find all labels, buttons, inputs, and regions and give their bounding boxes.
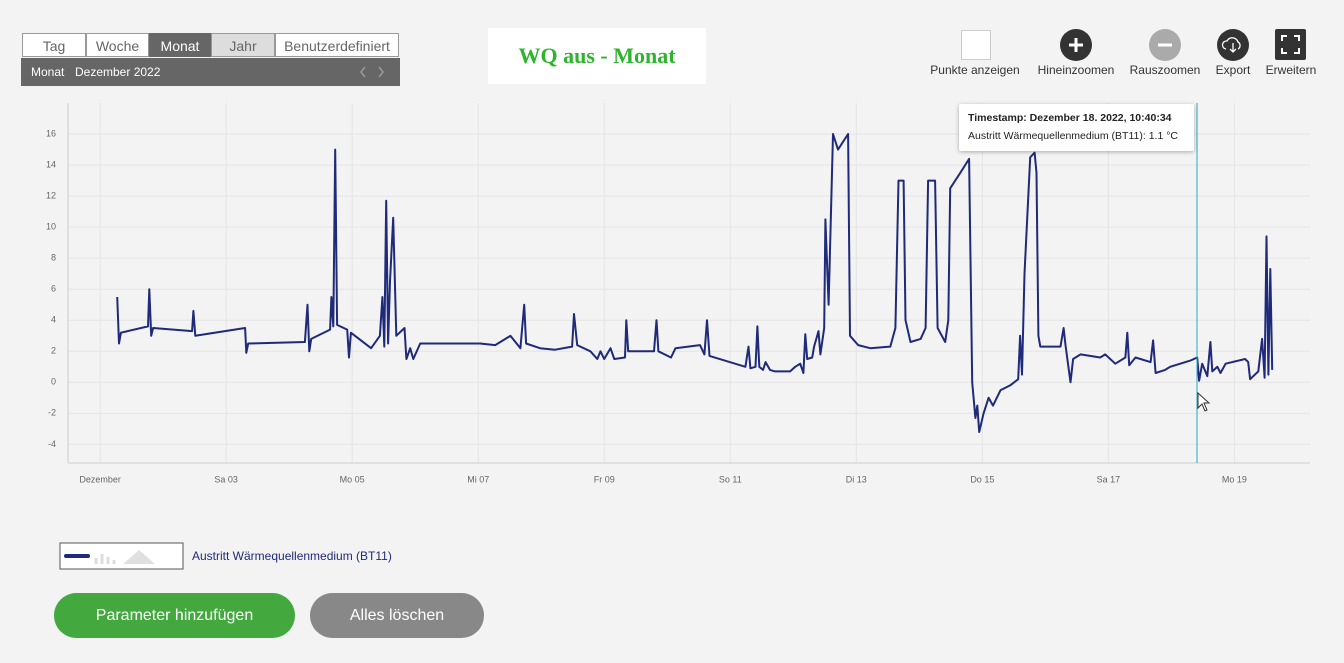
y-tick-label: 6 — [51, 284, 56, 294]
y-tick-label: 10 — [46, 222, 56, 232]
y-tick-label: 4 — [51, 315, 56, 325]
tooltip: Timestamp: Dezember 18. 2022, 10:40:34 A… — [959, 104, 1194, 151]
x-tick-label: Fr 09 — [594, 474, 615, 484]
y-tick-label: 2 — [51, 346, 56, 356]
period-arrows[interactable] — [355, 63, 395, 81]
x-tick-label: Mi 07 — [467, 474, 489, 484]
y-tick-label: 12 — [46, 190, 56, 200]
clear-button[interactable]: Alles löschen — [310, 593, 484, 638]
x-tick-label: Mo 05 — [340, 474, 365, 484]
x-tick-label: So 11 — [719, 474, 742, 484]
y-tick-label: 16 — [46, 128, 56, 138]
tool-label[interactable]: Rauszoomen — [1129, 63, 1201, 77]
y-tick-label: 8 — [51, 253, 56, 263]
x-tick-label: Di 13 — [846, 474, 867, 484]
tooltip-timestamp: Timestamp: Dezember 18. 2022, 10:40:34 — [968, 112, 1172, 124]
y-tick-label: -4 — [48, 439, 56, 449]
period-label: Monat — [31, 65, 65, 79]
tab[interactable]: Woche — [86, 33, 149, 57]
tool-label[interactable]: Hineinzoomen — [1037, 63, 1115, 77]
y-tick-label: -2 — [48, 408, 56, 418]
tool-label[interactable]: Export — [1215, 63, 1251, 77]
tab[interactable]: Tag — [22, 33, 86, 57]
tab[interactable]: Jahr — [211, 33, 275, 57]
x-tick-label: Dezember — [79, 474, 121, 484]
period-value: Dezember 2022 — [75, 65, 161, 79]
tooltip-value: Austritt Wärmequellenmedium (BT11): 1.1 … — [968, 130, 1178, 142]
y-tick-label: 0 — [51, 377, 56, 387]
period-bar — [21, 58, 400, 86]
x-tick-label: Sa 03 — [214, 474, 238, 484]
add-button[interactable]: Parameter hinzufügen — [54, 593, 295, 638]
series-line — [116, 133, 1274, 433]
cursor — [1197, 392, 1210, 412]
tool-label[interactable]: Erweitern — [1265, 63, 1317, 77]
page-title: WQ aus - Monat — [488, 28, 706, 84]
legend-box[interactable] — [59, 542, 184, 570]
x-tick-label: Sa 17 — [1097, 474, 1121, 484]
tab[interactable]: Benutzerdefiniert — [275, 33, 399, 57]
x-tick-label: Mo 19 — [1222, 474, 1247, 484]
x-tick-label: Do 15 — [970, 474, 994, 484]
checkbox[interactable] — [961, 30, 991, 60]
chart: -4 -2 0 2 4 6 8 10 12 14 16 Dezember Sa 03 Mo 05 Mi 07… — [46, 103, 1310, 484]
legend-label[interactable]: Austritt Wärmequellenmedium (BT11) — [192, 549, 392, 563]
y-tick-label: 14 — [46, 159, 56, 169]
tool-label[interactable]: Punkte anzeigen — [930, 63, 1020, 77]
tab-active[interactable]: Monat — [149, 33, 211, 57]
toolbar-icons — [1060, 29, 1306, 61]
